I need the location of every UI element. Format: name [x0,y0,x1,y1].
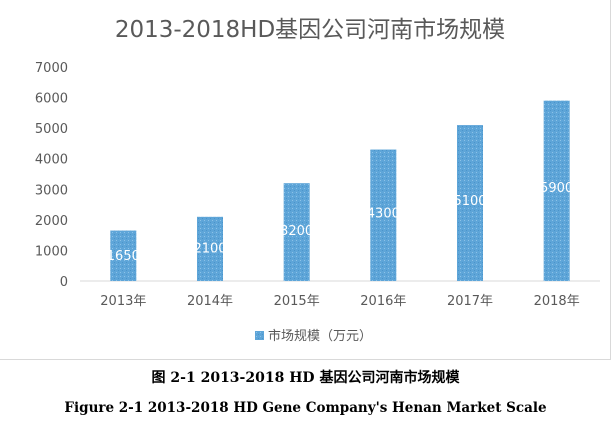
bar-value-label: 2100 [193,242,226,257]
bar-value-label: 4300 [367,207,400,222]
chart-frame: 2013-2018HD基因公司河南市场规模 0 1000 2000 3000 4000 5… [0,0,611,360]
bar [197,216,223,281]
bar [457,125,483,281]
y-tick-label: 5000 [35,122,68,137]
x-tick-label: 2014年 [187,294,233,309]
bar-value-label: 5100 [453,194,486,209]
bar [283,183,310,281]
y-tick-label: 2000 [35,214,68,229]
bar-chart: 2013-2018HD基因公司河南市场规模 0 1000 2000 3000 4000 5… [35,17,600,344]
chart-title: 2013-2018HD基因公司河南市场规模 [115,17,505,43]
y-tick-label: 4000 [35,153,68,168]
legend: 市场规模（万元） [255,328,372,344]
y-tick-label: 1000 [35,244,68,259]
legend-swatch [255,331,264,340]
x-tick-label: 2016年 [360,294,406,309]
y-tick-label: 3000 [35,183,68,198]
legend-label: 市场规模（万元） [268,328,372,344]
y-tick-label: 0 [60,275,68,290]
x-tick-label: 2015年 [274,294,320,309]
bar-value-label: 1650 [107,249,140,264]
y-tick-label: 6000 [35,92,68,107]
x-tick-label: 2013年 [100,294,146,309]
bar [110,230,137,281]
y-axis: 0 1000 2000 3000 4000 5000 6000 7000 [35,61,68,290]
bars: 1650 2100 3200 4300 5100 5900 [107,100,573,281]
bar [370,149,397,281]
bar [543,100,570,281]
x-tick-label: 2018年 [534,294,580,309]
y-tick-label: 7000 [35,61,68,76]
x-tick-label: 2017年 [447,294,493,309]
figure-caption-english: Figure 2-1 2013-2018 HD Gene Company's H… [64,400,547,416]
bar-value-label: 5900 [540,181,573,196]
x-axis: 2013年 2014年 2015年 2016年 2017年 2018年 [100,294,579,309]
bar-value-label: 3200 [280,224,313,239]
figure-caption-chinese: 图 2-1 2013-2018 HD 基因公司河南市场规模 [151,370,460,386]
